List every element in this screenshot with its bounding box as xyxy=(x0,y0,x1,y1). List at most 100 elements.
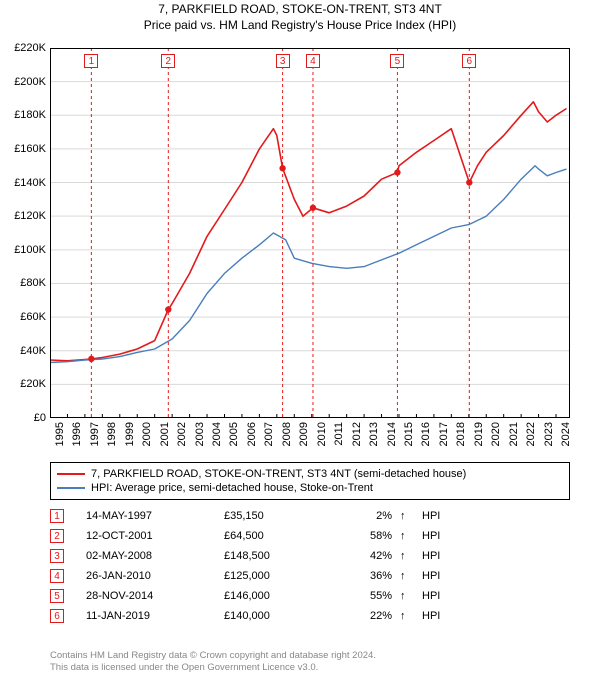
table-pct: 58% xyxy=(332,530,392,542)
x-tick-label: 2005 xyxy=(228,422,240,446)
arrow-up-icon: ↑ xyxy=(400,510,414,522)
x-tick-label: 2014 xyxy=(386,422,398,446)
table-date: 02-MAY-2008 xyxy=(86,550,216,562)
table-date: 26-JAN-2010 xyxy=(86,570,216,582)
x-tick-label: 2002 xyxy=(176,422,188,446)
table-marker-1: 1 xyxy=(50,509,64,523)
table-row: 1 14-MAY-1997 £35,150 2% ↑ HPI xyxy=(50,506,570,526)
table-marker-5: 5 xyxy=(50,589,64,603)
chart-marker-1: 1 xyxy=(84,54,98,68)
arrow-up-icon: ↑ xyxy=(400,570,414,582)
table-hpi-label: HPI xyxy=(422,550,462,562)
x-tick-label: 2000 xyxy=(141,422,153,446)
page-title: 7, PARKFIELD ROAD, STOKE-ON-TRENT, ST3 4… xyxy=(0,2,600,16)
x-tick-label: 2012 xyxy=(351,422,363,446)
table-hpi-label: HPI xyxy=(422,510,462,522)
table-pct: 22% xyxy=(332,610,392,622)
y-tick-label: £100K xyxy=(14,244,46,256)
x-tick-label: 1998 xyxy=(106,422,118,446)
x-tick-label: 2009 xyxy=(298,422,310,446)
y-tick-label: £0 xyxy=(34,412,46,424)
table-hpi-label: HPI xyxy=(422,570,462,582)
table-row: 5 28-NOV-2014 £146,000 55% ↑ HPI xyxy=(50,586,570,606)
table-price: £64,500 xyxy=(224,530,324,542)
x-tick-label: 2021 xyxy=(508,422,520,446)
table-date: 14-MAY-1997 xyxy=(86,510,216,522)
legend-swatch xyxy=(57,473,85,475)
y-tick-label: £220K xyxy=(14,42,46,54)
x-tick-label: 2016 xyxy=(420,422,432,446)
table-price: £148,500 xyxy=(224,550,324,562)
x-tick-label: 2015 xyxy=(403,422,415,446)
table-pct: 55% xyxy=(332,590,392,602)
chart-plot-area: 123456 xyxy=(50,48,570,418)
y-tick-label: £160K xyxy=(14,143,46,155)
table-marker-2: 2 xyxy=(50,529,64,543)
table-price: £140,000 xyxy=(224,610,324,622)
footnote-line1: Contains HM Land Registry data © Crown c… xyxy=(50,650,376,662)
arrow-up-icon: ↑ xyxy=(400,610,414,622)
table-date: 11-JAN-2019 xyxy=(86,610,216,622)
y-tick-label: £60K xyxy=(20,311,46,323)
chart-marker-2: 2 xyxy=(161,54,175,68)
legend: 7, PARKFIELD ROAD, STOKE-ON-TRENT, ST3 4… xyxy=(50,462,570,500)
sales-table: 114-MAY-1997£35,1502%↑HPI212-OCT-2001£64… xyxy=(50,506,570,626)
x-tick-label: 2006 xyxy=(246,422,258,446)
x-tick-label: 2001 xyxy=(159,422,171,446)
chart-marker-4: 4 xyxy=(306,54,320,68)
x-tick-label: 2008 xyxy=(281,422,293,446)
x-tick-label: 2024 xyxy=(560,422,572,446)
y-tick-label: £40K xyxy=(20,345,46,357)
table-hpi-label: HPI xyxy=(422,610,462,622)
arrow-up-icon: ↑ xyxy=(400,530,414,542)
table-hpi-label: HPI xyxy=(422,530,462,542)
x-tick-label: 2020 xyxy=(490,422,502,446)
table-hpi-label: HPI xyxy=(422,590,462,602)
titles: 7, PARKFIELD ROAD, STOKE-ON-TRENT, ST3 4… xyxy=(0,0,600,32)
table-price: £146,000 xyxy=(224,590,324,602)
table-row: 3 02-MAY-2008 £148,500 42% ↑ HPI xyxy=(50,546,570,566)
x-tick-label: 2018 xyxy=(455,422,467,446)
y-tick-label: £120K xyxy=(14,210,46,222)
x-tick-label: 1995 xyxy=(54,422,66,446)
table-marker-3: 3 xyxy=(50,549,64,563)
legend-label: 7, PARKFIELD ROAD, STOKE-ON-TRENT, ST3 4… xyxy=(91,468,466,480)
x-tick-label: 2022 xyxy=(525,422,537,446)
table-marker-6: 6 xyxy=(50,609,64,623)
x-tick-label: 2023 xyxy=(543,422,555,446)
chart-marker-6: 6 xyxy=(462,54,476,68)
x-tick-label: 1996 xyxy=(71,422,83,446)
y-tick-label: £80K xyxy=(20,277,46,289)
chart-marker-5: 5 xyxy=(390,54,404,68)
legend-swatch xyxy=(57,487,85,489)
y-tick-label: £200K xyxy=(14,76,46,88)
y-axis-labels: £0£20K£40K£60K£80K£100K£120K£140K£160K£1… xyxy=(0,48,48,418)
arrow-up-icon: ↑ xyxy=(400,590,414,602)
x-tick-label: 2019 xyxy=(473,422,485,446)
x-tick-label: 2004 xyxy=(211,422,223,446)
x-tick-label: 2011 xyxy=(333,422,345,446)
legend-item-hpi: HPI: Average price, semi-detached house,… xyxy=(57,481,563,495)
y-tick-label: £140K xyxy=(14,177,46,189)
table-row: 6 11-JAN-2019 £140,000 22% ↑ HPI xyxy=(50,606,570,626)
chart-svg xyxy=(50,48,570,418)
table-row: 426-JAN-2010£125,00036%↑HPI xyxy=(50,566,570,586)
table-price: £35,150 xyxy=(224,510,324,522)
footnote-line2: This data is licensed under the Open Gov… xyxy=(50,662,376,674)
x-tick-label: 2010 xyxy=(316,422,328,446)
x-tick-label: 2017 xyxy=(438,422,450,446)
table-marker-4: 4 xyxy=(50,569,64,583)
arrow-up-icon: ↑ xyxy=(400,550,414,562)
page-subtitle: Price paid vs. HM Land Registry's House … xyxy=(0,18,600,32)
x-tick-label: 2007 xyxy=(263,422,275,446)
x-axis-labels: 1995199619971998199920002001200220032004… xyxy=(50,418,570,460)
table-pct: 2% xyxy=(332,510,392,522)
y-tick-label: £20K xyxy=(20,378,46,390)
table-pct: 42% xyxy=(332,550,392,562)
x-tick-label: 1997 xyxy=(89,422,101,446)
footnote: Contains HM Land Registry data © Crown c… xyxy=(50,650,376,674)
legend-item-price_paid: 7, PARKFIELD ROAD, STOKE-ON-TRENT, ST3 4… xyxy=(57,467,563,481)
x-tick-label: 1999 xyxy=(124,422,136,446)
table-date: 28-NOV-2014 xyxy=(86,590,216,602)
table-price: £125,000 xyxy=(224,570,324,582)
